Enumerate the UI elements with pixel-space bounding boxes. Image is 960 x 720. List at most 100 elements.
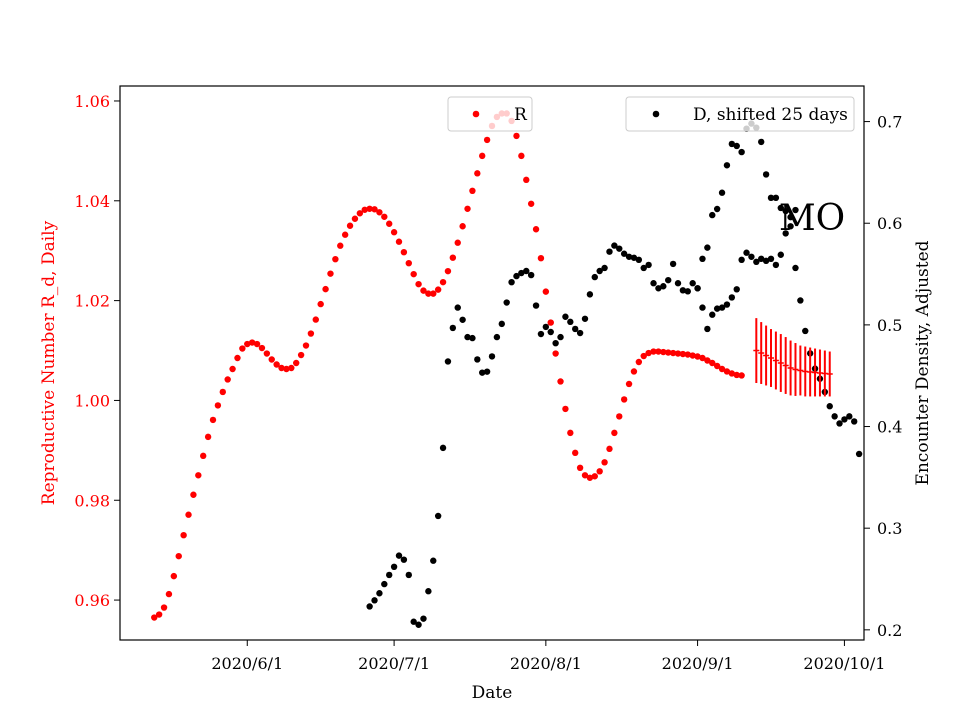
x-axis-label: Date — [472, 683, 513, 703]
d-point — [851, 418, 858, 425]
r-point — [562, 405, 569, 413]
r-point — [733, 371, 740, 379]
legend-r-box — [447, 96, 533, 132]
d-point — [371, 597, 378, 604]
d-point — [782, 230, 789, 237]
r-point — [185, 511, 192, 518]
r-point — [366, 205, 373, 212]
r-point — [258, 344, 266, 352]
r-point — [479, 152, 486, 160]
r-point — [616, 413, 623, 420]
r-point — [420, 287, 427, 294]
r-point — [655, 348, 662, 355]
d-point — [493, 333, 501, 341]
r-point — [542, 288, 550, 295]
r-point — [376, 209, 383, 216]
d-point — [787, 213, 794, 221]
r-point — [674, 350, 682, 357]
x-tick-label: 2020/9/1 — [662, 654, 734, 673]
r-point — [312, 316, 319, 323]
d-point — [660, 283, 667, 290]
d-point — [420, 615, 427, 622]
d-point — [469, 334, 476, 342]
d-point — [772, 261, 780, 269]
r-point — [434, 286, 442, 293]
d-point — [762, 171, 770, 178]
r-point — [219, 388, 226, 396]
d-point — [508, 278, 515, 286]
axes-frame — [119, 85, 865, 641]
d-point — [674, 280, 682, 287]
r-point — [341, 231, 349, 238]
d-point — [498, 320, 505, 328]
d-point — [743, 249, 750, 256]
r-point — [718, 365, 726, 373]
r-point — [709, 359, 716, 367]
d-point — [826, 403, 833, 410]
r-point — [620, 396, 628, 403]
right-axis-label: Encounter Density, Adjusted — [913, 240, 933, 485]
d-point — [836, 420, 843, 427]
r-point — [410, 270, 417, 278]
r-point — [415, 280, 422, 288]
d-point — [655, 285, 662, 292]
d-point — [733, 286, 740, 293]
d-point — [713, 205, 721, 213]
d-point — [576, 329, 584, 337]
r-point — [263, 350, 271, 357]
d-point — [557, 333, 564, 341]
d-point — [596, 267, 603, 275]
d-point — [645, 261, 652, 269]
d-point — [405, 571, 412, 579]
r-point — [268, 356, 275, 363]
d-point — [586, 291, 594, 298]
d-point — [846, 413, 853, 420]
d-point — [518, 269, 525, 277]
r-point — [464, 205, 471, 212]
r-point — [665, 349, 672, 356]
d-point — [650, 280, 657, 287]
r-point — [293, 359, 300, 367]
r-point — [381, 213, 388, 220]
d-point — [802, 327, 809, 335]
r-point — [209, 416, 217, 424]
right-tick-label: 0.4 — [877, 418, 902, 437]
d-point — [758, 138, 765, 146]
d-point — [390, 563, 398, 571]
d-point — [513, 272, 520, 280]
d-point — [777, 251, 784, 258]
r-point — [244, 340, 251, 348]
d-point — [523, 267, 530, 275]
d-point — [425, 588, 432, 595]
d-point — [527, 271, 535, 279]
d-point — [459, 316, 466, 323]
r-point — [694, 353, 701, 360]
r-point — [204, 433, 212, 441]
r-point — [346, 222, 354, 229]
x-tick-label: 2020/7/1 — [358, 654, 430, 673]
d-point — [738, 256, 745, 264]
r-point — [351, 215, 359, 222]
d-point — [665, 276, 672, 284]
d-point — [792, 264, 799, 272]
d-point — [694, 285, 701, 292]
r-point — [454, 239, 461, 246]
legend-r-marker — [472, 110, 480, 118]
r-point — [439, 278, 447, 286]
d-point — [376, 590, 383, 597]
r-point — [640, 352, 647, 360]
d-point — [567, 318, 574, 326]
r-point — [273, 361, 280, 368]
d-point — [474, 356, 481, 363]
r-point — [390, 229, 398, 236]
d-point — [684, 288, 691, 295]
legend-d: D, shifted 25 days — [625, 96, 855, 132]
left-tick-label: 0.98 — [74, 491, 110, 510]
d-point — [532, 302, 540, 309]
d-point — [616, 245, 623, 252]
r-point — [513, 132, 520, 140]
d-point — [395, 552, 403, 559]
r-point — [523, 176, 530, 184]
d-point — [699, 304, 706, 311]
